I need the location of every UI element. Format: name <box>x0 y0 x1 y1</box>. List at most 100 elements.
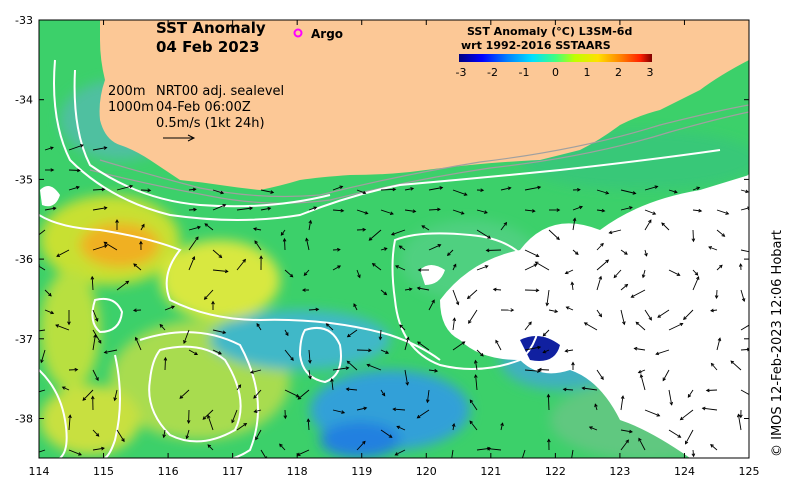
current-arrowhead <box>285 332 289 337</box>
current-arrow <box>668 323 683 331</box>
current-arrowhead <box>383 291 388 296</box>
current-arrow <box>103 241 118 251</box>
current-arrow <box>692 449 695 457</box>
current-arrow <box>563 388 574 391</box>
current-arrowhead <box>425 399 430 404</box>
current-arrow <box>692 209 702 212</box>
current-arrow <box>236 259 246 271</box>
current-arrow <box>524 263 537 271</box>
current-arrowhead <box>613 274 618 279</box>
current-arrowhead <box>535 288 540 293</box>
current-arrowhead <box>485 248 490 253</box>
current-arrowhead <box>564 349 569 353</box>
current-arrowhead <box>95 433 100 437</box>
current-arrow <box>207 444 214 451</box>
current-arrowhead <box>460 211 465 215</box>
current-arrowhead <box>378 336 383 341</box>
current-arrow <box>565 269 574 274</box>
current-arrowhead <box>463 192 468 196</box>
current-arrowhead <box>677 434 682 438</box>
current-arrowhead <box>696 186 701 191</box>
current-arrowhead <box>366 363 371 368</box>
current-arrowhead <box>500 422 504 427</box>
current-arrow <box>487 448 502 451</box>
current-arrowhead <box>546 393 551 398</box>
current-arrowhead <box>571 361 575 366</box>
current-arrow <box>284 269 293 278</box>
y-tick-label: -38 <box>15 413 33 426</box>
current-arrowhead <box>542 332 547 337</box>
current-arrowhead <box>56 253 61 257</box>
current-arrow <box>379 329 382 340</box>
current-arrowhead <box>202 416 207 420</box>
current-arrow <box>260 207 271 211</box>
current-arrow <box>188 349 198 355</box>
current-arrowhead <box>630 294 635 298</box>
current-arrowhead <box>147 188 152 193</box>
current-arrow <box>356 209 368 215</box>
current-arrow <box>188 188 196 191</box>
colorbar-title-line2: wrt 1992-2016 SSTAARS <box>461 39 611 52</box>
current-arrow <box>380 429 393 438</box>
current-arrowhead <box>133 263 137 267</box>
current-arrow <box>644 185 658 191</box>
current-arrowhead <box>480 188 485 193</box>
current-arrowhead <box>195 236 199 241</box>
current-arrow <box>254 240 262 251</box>
current-arrow <box>250 369 262 374</box>
current-arrowhead <box>417 268 422 272</box>
argo-marker <box>293 28 303 38</box>
current-arrowhead <box>305 237 309 242</box>
current-arrowhead <box>303 272 308 277</box>
current-arrow <box>524 369 541 372</box>
current-arrowhead <box>340 208 345 213</box>
current-arrowhead <box>439 186 444 190</box>
current-arrow <box>500 222 507 231</box>
current-arrow <box>500 422 504 431</box>
current-arrow <box>92 147 107 151</box>
current-arrow <box>521 449 526 458</box>
current-arrowhead <box>510 308 515 312</box>
current-arrowhead <box>121 438 125 443</box>
no-data-regions <box>40 175 749 458</box>
isobath-1000m <box>89 111 749 204</box>
current-arrow <box>367 364 382 371</box>
current-arrowhead <box>531 209 536 213</box>
current-arrow <box>548 309 558 313</box>
current-arrow <box>469 399 478 411</box>
current-arrowhead <box>644 252 648 257</box>
current-arrowhead <box>55 324 60 328</box>
current-arrow <box>68 169 80 171</box>
current-arrow <box>740 189 749 193</box>
current-arrow <box>428 208 441 211</box>
current-arrowhead <box>159 323 164 328</box>
current-arrowhead <box>353 303 357 308</box>
current-arrow <box>280 229 286 236</box>
current-arrowhead <box>259 255 263 260</box>
current-arrow <box>476 209 488 214</box>
current-arrowhead <box>452 317 457 322</box>
current-arrowhead <box>79 144 84 148</box>
current-arrowhead <box>694 271 699 276</box>
legend-block: 200m 1000m NRT00 adj. sealevel 04-Feb 06… <box>108 84 284 142</box>
legend-scale: 0.5m/s (1kt 24h) <box>156 116 265 131</box>
current-arrow <box>687 389 694 398</box>
current-arrowhead <box>67 321 71 326</box>
current-arrowhead <box>290 357 294 361</box>
current-arrowhead <box>605 259 610 264</box>
x-tick-label: 115 <box>93 465 114 478</box>
current-arrow <box>404 288 412 291</box>
current-arrowhead <box>211 300 215 305</box>
legend-time: 04-Feb 06:00Z <box>156 100 251 115</box>
current-arrowhead <box>249 206 254 211</box>
current-arrow <box>202 409 214 420</box>
current-arrowhead <box>537 367 542 372</box>
current-arrowhead <box>654 185 659 189</box>
current-arrow <box>326 323 334 331</box>
current-arrow <box>396 425 406 431</box>
current-arrowhead <box>75 185 80 190</box>
map-title-line1: SST Anomaly <box>156 19 266 37</box>
current-arrow <box>356 189 366 194</box>
current-arrowhead <box>507 186 512 191</box>
current-arrow <box>255 429 262 440</box>
